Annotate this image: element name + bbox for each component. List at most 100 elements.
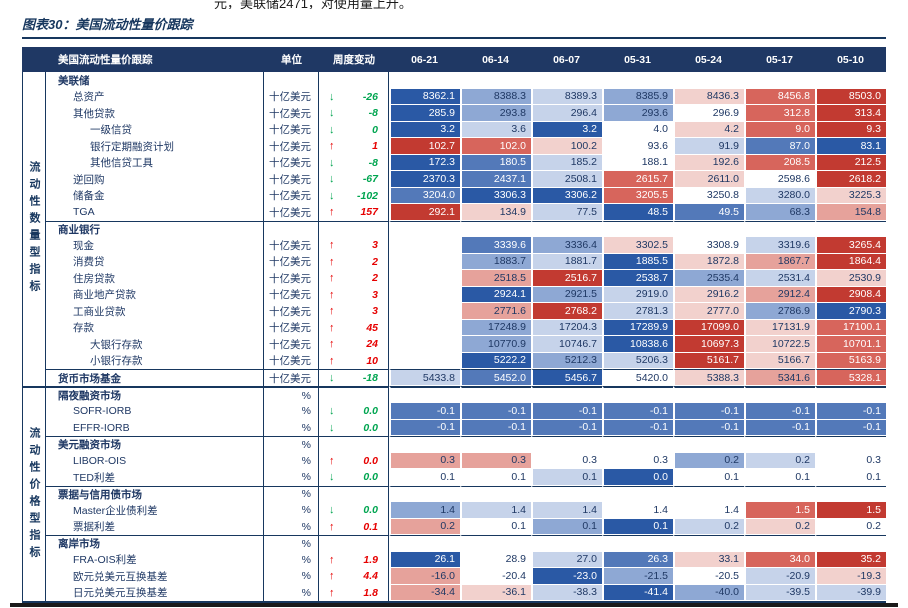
table-row: 商业银行	[22, 220, 886, 237]
down-arrow-icon: ↓	[329, 189, 335, 202]
value-cell: 0.3	[531, 452, 602, 469]
row-label: 消费贷	[46, 253, 264, 270]
value-cell	[460, 72, 531, 89]
table-row: 储备金 十亿美元 ↓ -102 3204.0 3306.3 3306.2 3205.5 3250…	[22, 187, 886, 204]
row-label: 离岸市场	[46, 535, 264, 552]
table-row: 大银行存款 十亿美元 ↑ 24 10770.9 10746.7 10838.6 10697.3…	[22, 336, 886, 353]
value-cell: 83.1	[815, 138, 886, 155]
date-column-header: 06-21	[389, 47, 460, 72]
value-cell: 185.2	[531, 154, 602, 171]
value-cell: 0.2	[815, 518, 886, 535]
value-cell: 5433.8	[389, 369, 460, 386]
weekly-change-cell: ↑ 0.0	[319, 452, 389, 469]
value-cell: 2618.2	[815, 171, 886, 188]
value-cell: -0.1	[744, 419, 815, 436]
unit-cell: %	[264, 452, 319, 469]
value-cell	[602, 72, 673, 89]
date-column-header: 05-24	[673, 47, 744, 72]
value-cell: 192.6	[673, 154, 744, 171]
table-row: 逆回购 十亿美元 ↓ -67 2370.3 2437.1 2508.1 2615.7 2611.…	[22, 171, 886, 188]
value-cell: 10838.6	[602, 336, 673, 353]
value-cell: 4.0	[602, 121, 673, 138]
value-cell	[389, 535, 460, 552]
table-row: SOFR-IORB% ↓ 0.0 -0.1 -0.1 -0.1 -0.1 -0.1 -0.1 -0…	[22, 403, 886, 420]
value-cell: -0.1	[744, 403, 815, 420]
up-arrow-icon: ↑	[329, 272, 335, 285]
value-cell: -0.1	[815, 403, 886, 420]
value-cell: 10697.3	[673, 336, 744, 353]
value-cell: 17099.0	[673, 319, 744, 336]
value-cell: 313.4	[815, 105, 886, 122]
value-cell: 10746.7	[531, 336, 602, 353]
value-cell: -40.0	[673, 584, 744, 601]
row-label: 票据与信用债市场	[46, 485, 264, 502]
value-cell: 0.1	[602, 518, 673, 535]
date-column-header: 06-14	[460, 47, 531, 72]
value-cell: 93.6	[602, 138, 673, 155]
weekly-change-value: 4.4	[363, 570, 378, 583]
down-arrow-icon: ↓	[329, 421, 335, 434]
date-column-header: 05-10	[815, 47, 886, 72]
value-cell	[673, 220, 744, 237]
value-cell: 3.2	[531, 121, 602, 138]
value-cell: 17100.1	[815, 319, 886, 336]
unit-column-header: 单位	[264, 47, 319, 72]
value-cell: 0.1	[460, 518, 531, 535]
value-cell: 2924.1	[460, 286, 531, 303]
value-cell: 0.2	[744, 452, 815, 469]
row-label: 票据利差	[46, 518, 264, 535]
value-cell: -0.1	[673, 419, 744, 436]
value-cell: 296.4	[531, 105, 602, 122]
value-cell: -0.1	[602, 403, 673, 420]
weekly-change-cell: ↓ -8	[319, 105, 389, 122]
value-cell	[389, 352, 460, 369]
title-rule	[22, 37, 886, 39]
value-cell: -38.3	[531, 584, 602, 601]
value-cell: 17131.9	[744, 319, 815, 336]
value-cell	[389, 386, 460, 403]
down-arrow-icon: ↓	[329, 90, 335, 103]
value-cell	[531, 220, 602, 237]
value-cell: -36.1	[460, 584, 531, 601]
unit-cell: 十亿美元	[264, 121, 319, 138]
figure-title: 图表30：美国流动性量价跟踪	[22, 17, 193, 32]
value-cell: 3265.4	[815, 237, 886, 254]
weekly-change-value: 0.1	[363, 520, 378, 533]
value-cell: 1864.4	[815, 253, 886, 270]
value-cell: 3.6	[460, 121, 531, 138]
table-row: 消费贷 十亿美元 ↑ 2 1883.7 1881.7 1885.5 1872.8 1867.7 1…	[22, 253, 886, 270]
value-cell	[389, 336, 460, 353]
table-row: 票据与信用债市场%	[22, 485, 886, 502]
weekly-change-cell: ↓ 0	[319, 121, 389, 138]
weekly-change-cell: ↑ 4.4	[319, 568, 389, 585]
value-cell	[815, 72, 886, 89]
unit-cell: 十亿美元	[264, 253, 319, 270]
table-row: 一级信贷 十亿美元 ↓ 0 3.2 3.6 3.2 4.0 4.2 9.0 9.3	[22, 121, 886, 138]
value-cell: 102.0	[460, 138, 531, 155]
value-cell: 10722.5	[744, 336, 815, 353]
table-row: 存款 十亿美元 ↑ 45 17248.9 17204.3 17289.9 17099.0 171…	[22, 319, 886, 336]
value-cell	[531, 72, 602, 89]
value-cell: 2611.0	[673, 171, 744, 188]
value-cell	[389, 436, 460, 453]
up-arrow-icon: ↑	[329, 140, 335, 153]
value-cell	[460, 485, 531, 502]
value-cell: 8362.1	[389, 88, 460, 105]
indicator-group-label-text: 流动性价格型指标	[28, 426, 40, 563]
value-cell: 3205.5	[602, 187, 673, 204]
date-column-header: 05-31	[602, 47, 673, 72]
weekly-change-value: 1.9	[363, 553, 378, 566]
value-cell: 5456.7	[531, 369, 602, 386]
value-cell: 3302.5	[602, 237, 673, 254]
value-cell: 1867.7	[744, 253, 815, 270]
up-arrow-icon: ↑	[329, 553, 335, 566]
table-row: Master企业债利差% ↓ 0.0 1.4 1.4 1.4 1.4 1.4 1.5 1.5	[22, 502, 886, 519]
indicator-group-label: 流动性数量型指标	[22, 72, 46, 386]
table-row: 工商业贷款 十亿美元 ↑ 3 2771.6 2768.2 2781.3 2777.0 2786.…	[22, 303, 886, 320]
value-cell	[744, 72, 815, 89]
value-cell: 172.3	[389, 154, 460, 171]
row-label: LIBOR-OIS	[46, 452, 264, 469]
value-cell: 5161.7	[673, 352, 744, 369]
unit-cell: 十亿美元	[264, 171, 319, 188]
